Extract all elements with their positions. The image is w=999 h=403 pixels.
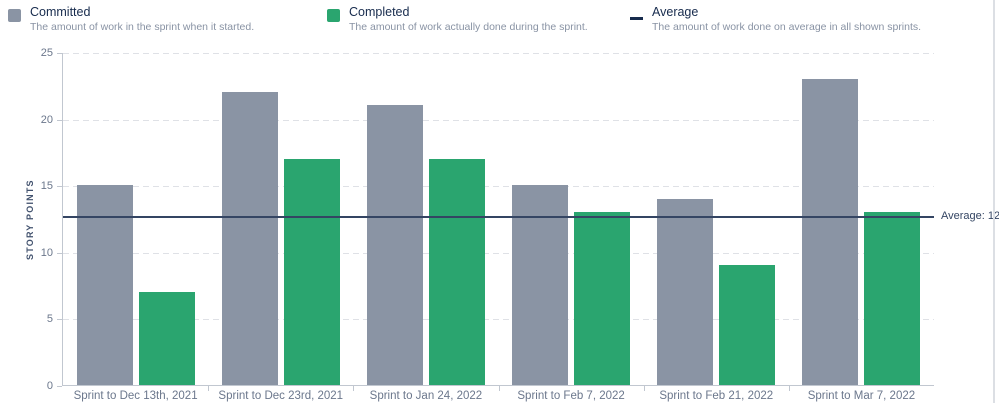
x-axis-label: Sprint to Dec 13th, 2021 bbox=[73, 390, 198, 402]
y-tick-mark bbox=[57, 386, 62, 387]
y-tick-mark bbox=[57, 252, 62, 254]
x-axis-label: Sprint to Feb 7, 2022 bbox=[517, 390, 625, 402]
legend-committed-description: The amount of work in the sprint when it… bbox=[30, 21, 255, 33]
bar-committed[interactable] bbox=[512, 185, 569, 385]
y-tick-mark bbox=[57, 53, 62, 54]
x-tick-mark bbox=[498, 386, 500, 391]
gridline bbox=[63, 119, 934, 121]
legend-completed-description: The amount of work actually done during … bbox=[349, 21, 588, 33]
legend-completed-label: Completed bbox=[349, 5, 410, 19]
bar-committed[interactable] bbox=[366, 105, 423, 385]
x-axis-label: Sprint to Mar 7, 2022 bbox=[807, 390, 916, 402]
sprint-group: Sprint to Feb 21, 2022 bbox=[644, 53, 789, 402]
y-tick-label: 15 bbox=[40, 180, 53, 193]
completed-swatch-icon bbox=[327, 9, 340, 22]
legend-item-committed: Committed The amount of work in the spri… bbox=[8, 5, 254, 34]
bar-completed[interactable] bbox=[138, 291, 195, 385]
y-tick-mark bbox=[57, 186, 62, 188]
sprint-group: Sprint to Dec 23rd, 2021 bbox=[208, 53, 353, 402]
y-tick-label: 25 bbox=[40, 47, 53, 59]
gridline bbox=[63, 252, 934, 254]
bar-completed[interactable] bbox=[283, 158, 340, 385]
bar-completed[interactable] bbox=[864, 211, 921, 385]
sprint-group: Sprint to Dec 13th, 2021 bbox=[63, 53, 208, 402]
legend-committed-label: Committed bbox=[30, 5, 91, 19]
x-tick-mark bbox=[788, 386, 790, 391]
sprint-group: Sprint to Feb 7, 2022 bbox=[499, 53, 644, 402]
y-tick-label: 10 bbox=[40, 246, 53, 259]
y-tick-label: 0 bbox=[46, 380, 53, 392]
average-value-label: Average: 12.67 bbox=[941, 210, 999, 223]
y-tick-label: 20 bbox=[40, 113, 53, 126]
x-tick-mark bbox=[643, 386, 645, 391]
x-axis-label: Sprint to Dec 23rd, 2021 bbox=[218, 390, 344, 402]
bar-committed[interactable] bbox=[221, 91, 278, 385]
sprint-group: Sprint to Jan 24, 2022 bbox=[353, 53, 498, 402]
y-tick-mark bbox=[57, 119, 62, 121]
y-tick-mark bbox=[57, 319, 62, 321]
x-axis-label: Sprint to Jan 24, 2022 bbox=[369, 390, 483, 402]
bar-committed[interactable] bbox=[802, 78, 859, 385]
x-tick-mark bbox=[208, 386, 210, 391]
bar-committed[interactable] bbox=[657, 198, 714, 385]
bar-committed[interactable] bbox=[76, 185, 133, 385]
sprint-group: Sprint to Mar 7, 2022 bbox=[789, 53, 934, 402]
gridline bbox=[63, 186, 934, 188]
pane-divider bbox=[993, 0, 995, 403]
gridline bbox=[63, 319, 934, 321]
bar-completed[interactable] bbox=[574, 211, 631, 385]
committed-swatch-icon bbox=[8, 9, 21, 22]
legend-item-average: Average The amount of work done on avera… bbox=[630, 5, 921, 34]
legend-average-label: Average bbox=[652, 5, 699, 19]
y-tick-label: 5 bbox=[46, 313, 53, 326]
gridline bbox=[63, 53, 934, 54]
x-axis-label: Sprint to Feb 21, 2022 bbox=[659, 390, 774, 402]
bar-completed[interactable] bbox=[719, 265, 776, 385]
average-line bbox=[63, 216, 934, 219]
legend-item-completed: Completed The amount of work actually do… bbox=[327, 5, 588, 34]
y-axis: 0 5 10 15 20 25 bbox=[0, 47, 62, 392]
plot-area: Sprint to Dec 13th, 2021 Sprint to Dec 23… bbox=[62, 53, 934, 402]
legend-average-description: The amount of work done on average in al… bbox=[652, 21, 922, 33]
x-tick-mark bbox=[353, 386, 355, 391]
average-line-icon bbox=[630, 17, 643, 20]
bar-completed[interactable] bbox=[428, 158, 485, 385]
